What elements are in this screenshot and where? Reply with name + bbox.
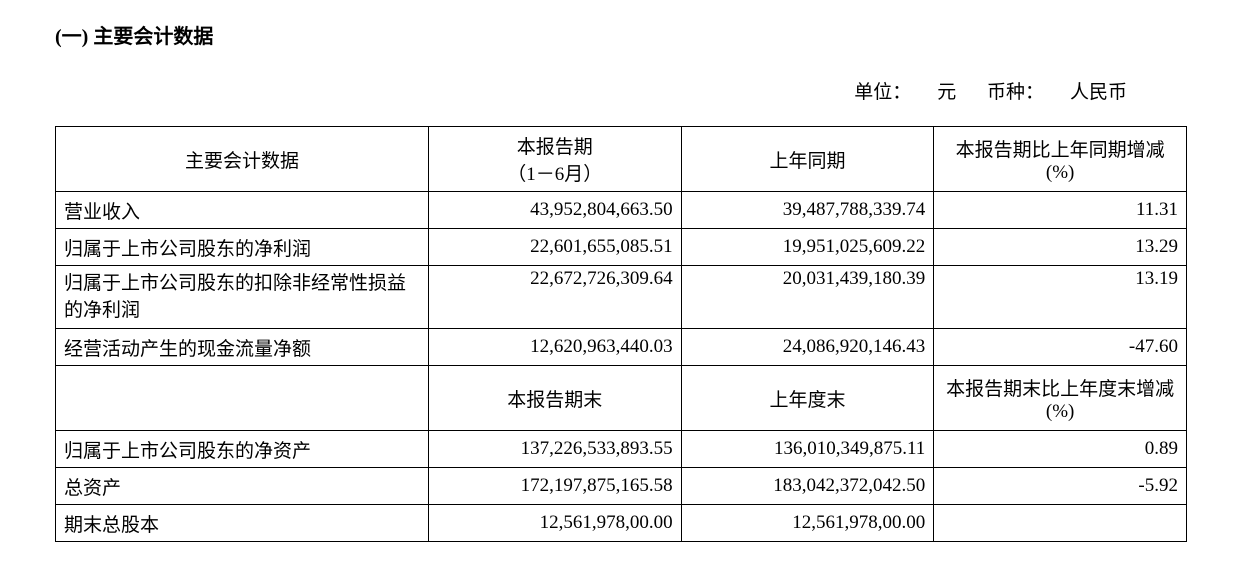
row-label: 经营活动产生的现金流量净额: [56, 329, 429, 366]
table-row: 期末总股本 12,561,978,00.00 12,561,978,00.00: [56, 505, 1187, 542]
row-prior: 20,031,439,180.39: [681, 266, 934, 329]
row-prior: 12,561,978,00.00: [681, 505, 934, 542]
currency-value: 人民币: [1070, 82, 1127, 103]
row-change: -47.60: [934, 329, 1187, 366]
row-label: 期末总股本: [56, 505, 429, 542]
row-change: -5.92: [934, 468, 1187, 505]
row-change: 13.19: [934, 266, 1187, 329]
table-row: 归属于上市公司股东的净资产 137,226,533,893.55 136,010…: [56, 431, 1187, 468]
row-label: 归属于上市公司股东的净利润: [56, 229, 429, 266]
header2-col3: 上年度末: [681, 366, 934, 431]
row-prior: 19,951,025,609.22: [681, 229, 934, 266]
row-label: 归属于上市公司股东的扣除非经常性损益的净利润: [56, 266, 429, 329]
table-row: 归属于上市公司股东的扣除非经常性损益的净利润 22,672,726,309.64…: [56, 266, 1187, 329]
header2-col1: [56, 366, 429, 431]
unit-label: 单位：: [854, 82, 911, 103]
row-label: 营业收入: [56, 192, 429, 229]
row-label: 归属于上市公司股东的净资产: [56, 431, 429, 468]
header2-col4: 本报告期末比上年度末增减(%): [934, 366, 1187, 431]
header2-col2: 本报告期末: [428, 366, 681, 431]
unit-value: 元: [937, 82, 956, 103]
row-prior: 39,487,788,339.74: [681, 192, 934, 229]
unit-currency-line: 单位： 元 币种： 人民币: [55, 77, 1127, 104]
row-current: 172,197,875,165.58: [428, 468, 681, 505]
row-current: 43,952,804,663.50: [428, 192, 681, 229]
row-change: [934, 505, 1187, 542]
row-current: 12,561,978,00.00: [428, 505, 681, 542]
header-col4: 本报告期比上年同期增减(%): [934, 127, 1187, 192]
header-col1: 主要会计数据: [56, 127, 429, 192]
row-prior: 136,010,349,875.11: [681, 431, 934, 468]
row-change: 11.31: [934, 192, 1187, 229]
table-row: 归属于上市公司股东的净利润 22,601,655,085.51 19,951,0…: [56, 229, 1187, 266]
table-row: 营业收入 43,952,804,663.50 39,487,788,339.74…: [56, 192, 1187, 229]
row-current: 12,620,963,440.03: [428, 329, 681, 366]
row-current: 22,672,726,309.64: [428, 266, 681, 329]
row-change: 13.29: [934, 229, 1187, 266]
header-col3: 上年同期: [681, 127, 934, 192]
row-prior: 183,042,372,042.50: [681, 468, 934, 505]
header-col2: 本报告期 （1－6月）: [428, 127, 681, 192]
table-header-row-1: 主要会计数据 本报告期 （1－6月） 上年同期 本报告期比上年同期增减(%): [56, 127, 1187, 192]
row-current: 137,226,533,893.55: [428, 431, 681, 468]
row-current: 22,601,655,085.51: [428, 229, 681, 266]
row-label: 总资产: [56, 468, 429, 505]
table-row: 经营活动产生的现金流量净额 12,620,963,440.03 24,086,9…: [56, 329, 1187, 366]
table-row: 总资产 172,197,875,165.58 183,042,372,042.5…: [56, 468, 1187, 505]
section-title: (一) 主要会计数据: [55, 20, 1187, 49]
currency-label: 币种：: [987, 82, 1044, 103]
table-header-row-2: 本报告期末 上年度末 本报告期末比上年度末增减(%): [56, 366, 1187, 431]
accounting-data-table: 主要会计数据 本报告期 （1－6月） 上年同期 本报告期比上年同期增减(%) 营…: [55, 126, 1187, 542]
row-change: 0.89: [934, 431, 1187, 468]
row-prior: 24,086,920,146.43: [681, 329, 934, 366]
